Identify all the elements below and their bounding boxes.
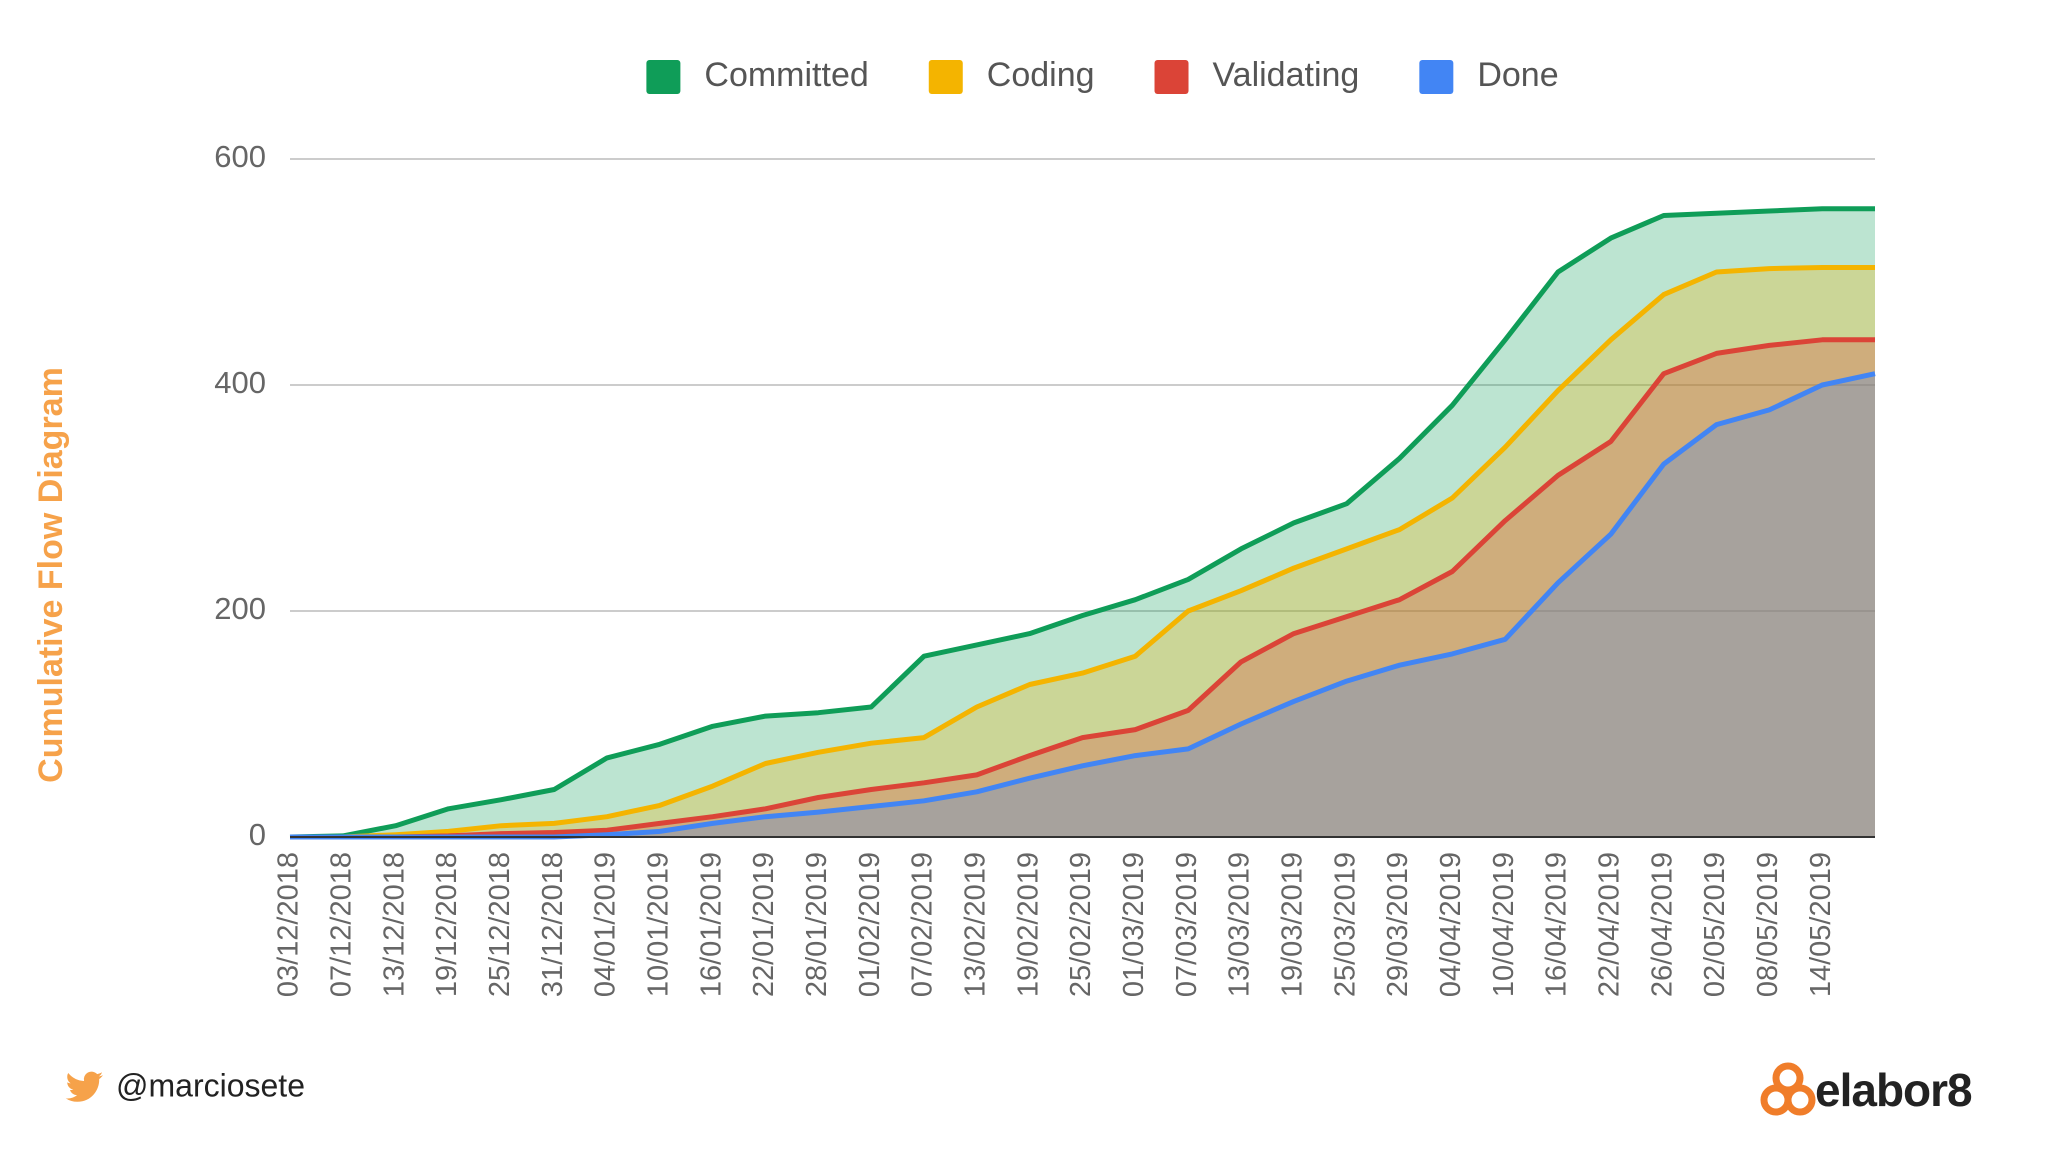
legend-label: Coding — [987, 56, 1095, 94]
legend-swatch — [646, 60, 681, 94]
y-axis-title: Cumulative Flow Diagram — [32, 367, 70, 783]
x-tick-label: 19/02/2019 — [1012, 852, 1044, 997]
area-fill — [290, 339, 1875, 837]
legend-swatch — [1154, 60, 1189, 94]
x-tick-label: 01/02/2019 — [854, 852, 886, 997]
x-tick-label: 16/01/2019 — [695, 852, 727, 997]
y-tick-label: 400 — [214, 365, 266, 400]
area-fill — [290, 267, 1875, 837]
x-tick-label: 04/01/2019 — [590, 852, 622, 997]
x-tick-label: 22/04/2019 — [1593, 852, 1625, 997]
x-tick-label: 26/04/2019 — [1646, 852, 1678, 997]
x-tick-label: 25/02/2019 — [1065, 852, 1097, 997]
y-tick-label: 0 — [249, 817, 266, 852]
x-tick-label: 07/12/2018 — [325, 852, 357, 997]
x-tick-label: 13/03/2019 — [1224, 852, 1256, 997]
x-tick-label: 10/01/2019 — [642, 852, 674, 997]
logo-text: elabor8 — [1815, 1064, 1972, 1116]
x-tick-label: 13/02/2019 — [959, 852, 991, 997]
x-tick-label: 02/05/2019 — [1699, 852, 1731, 997]
x-tick-label: 28/01/2019 — [801, 852, 833, 997]
x-tick-label: 07/02/2019 — [907, 852, 939, 997]
legend-label: Committed — [704, 56, 868, 94]
x-tick-label: 25/12/2018 — [484, 852, 516, 997]
x-tick-label: 04/04/2019 — [1435, 852, 1467, 997]
y-tick-label: 200 — [214, 591, 266, 626]
legend: Committed Coding Validating Done — [646, 56, 1559, 94]
y-tick-label: 600 — [214, 139, 266, 174]
twitter-icon — [65, 1071, 104, 1102]
legend-label: Validating — [1213, 56, 1360, 94]
x-tick-label: 29/03/2019 — [1382, 852, 1414, 997]
area-fill — [290, 373, 1875, 837]
series-line — [290, 265, 1875, 840]
series-line — [289, 206, 1875, 840]
x-tick-label: 16/04/2019 — [1541, 852, 1573, 997]
x-tick-label: 19/03/2019 — [1276, 852, 1308, 997]
x-tick-label: 31/12/2018 — [537, 852, 569, 997]
x-tick-label: 22/01/2019 — [748, 852, 780, 997]
x-tick-label: 07/03/2019 — [1171, 852, 1203, 997]
x-tick-label: 10/04/2019 — [1488, 852, 1520, 997]
x-tick-label: 14/05/2019 — [1805, 852, 1837, 997]
legend-swatch — [928, 60, 963, 94]
x-tick-label: 03/12/2018 — [273, 852, 305, 997]
series-line — [290, 337, 1875, 840]
legend-swatch — [1419, 60, 1454, 94]
x-tick-label: 19/12/2018 — [431, 852, 463, 997]
area-fill — [290, 208, 1875, 837]
x-tick-label: 13/12/2018 — [378, 852, 410, 997]
logo-icon — [1760, 1062, 1816, 1116]
legend-label: Done — [1477, 56, 1558, 94]
twitter-handle: @marciosete — [116, 1067, 305, 1103]
x-tick-label: 25/03/2019 — [1329, 852, 1361, 997]
x-tick-label: 08/05/2019 — [1752, 852, 1784, 997]
x-tick-label: 01/03/2019 — [1118, 852, 1150, 997]
